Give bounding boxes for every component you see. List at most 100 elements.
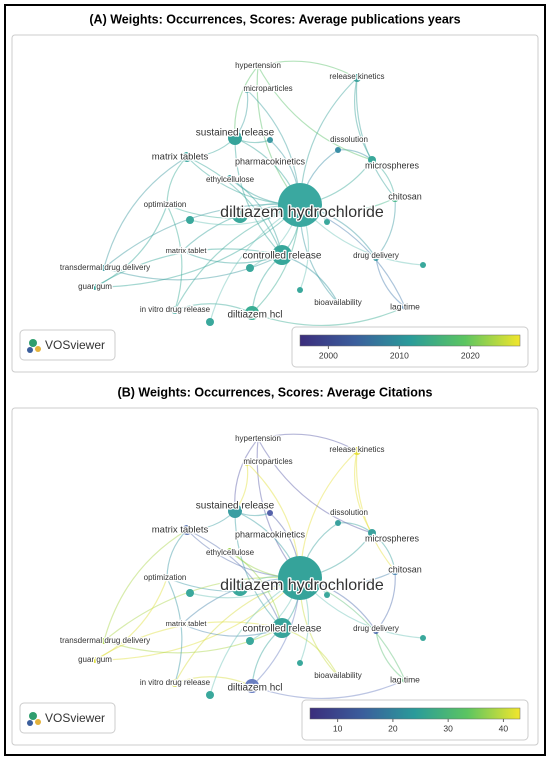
- node-label: in vitro drug release: [140, 305, 211, 314]
- colorbar-tick-label: 10: [333, 723, 343, 733]
- logo-text: VOSviewer: [45, 711, 105, 725]
- node: [420, 635, 426, 641]
- node: [182, 152, 192, 162]
- node: [206, 318, 214, 326]
- node: [244, 87, 250, 93]
- node-label: bioavailability: [314, 671, 362, 680]
- edge: [186, 156, 283, 256]
- node: [353, 74, 361, 82]
- edge: [355, 77, 396, 199]
- node-label: pharmacokinetics: [235, 156, 306, 166]
- node-label: drug delivery: [353, 251, 399, 260]
- node-label: drug delivery: [353, 624, 399, 633]
- node: [180, 622, 184, 626]
- node-label: bioavailability: [314, 298, 362, 307]
- edge: [166, 204, 183, 311]
- edge: [234, 65, 259, 139]
- edge: [94, 577, 168, 661]
- node: [373, 255, 379, 261]
- node-label: transdermal drug delivery: [60, 263, 150, 272]
- node-label: ethylcellulose: [206, 175, 255, 184]
- node: [101, 638, 107, 644]
- node: [227, 175, 233, 181]
- edge: [94, 204, 168, 288]
- edge: [375, 257, 406, 308]
- node: [335, 147, 341, 153]
- panel-title: (B) Weights: Occurrences, Scores: Averag…: [118, 385, 433, 399]
- node-label: matrix tablet: [166, 619, 208, 628]
- panel: (B) Weights: Occurrences, Scores: Averag…: [11, 385, 539, 746]
- edge: [251, 679, 406, 700]
- edge: [174, 303, 253, 314]
- node-label: diltiazem hcl: [227, 310, 282, 321]
- node: [335, 673, 341, 679]
- node: [368, 156, 376, 164]
- edge: [234, 510, 283, 629]
- node: [246, 637, 254, 645]
- node: [255, 63, 261, 69]
- edge: [257, 433, 358, 452]
- edge: [354, 77, 373, 161]
- node: [245, 306, 259, 320]
- edge: [103, 576, 301, 642]
- edge: [181, 250, 283, 264]
- node: [267, 137, 273, 143]
- edge: [103, 156, 188, 269]
- node: [272, 245, 292, 265]
- node: [335, 520, 341, 526]
- edge: [94, 248, 283, 288]
- edge: [94, 621, 283, 661]
- edge: [103, 203, 301, 269]
- logo-box: [19, 329, 116, 361]
- node: [368, 529, 376, 537]
- logo-icon: [27, 347, 33, 353]
- node: [92, 657, 98, 663]
- node: [171, 679, 179, 687]
- node: [272, 618, 292, 638]
- node: [232, 580, 248, 596]
- node-label: pharmacokinetics: [235, 529, 306, 539]
- edge: [181, 623, 283, 637]
- node: [353, 447, 361, 455]
- edge: [94, 204, 301, 288]
- node-label: controlled release: [243, 624, 322, 635]
- edge: [166, 577, 183, 684]
- node: [92, 284, 98, 290]
- colorbar-tick-label: 20: [388, 723, 398, 733]
- colorbar: [309, 707, 521, 720]
- logo-icon: [35, 346, 41, 352]
- colorbar-tick-label: 2000: [319, 350, 338, 360]
- node: [402, 304, 408, 310]
- panel-title: (A) Weights: Occurrences, Scores: Averag…: [89, 12, 460, 26]
- colorbar: [299, 334, 521, 347]
- node: [101, 265, 107, 271]
- colorbar-box: [291, 326, 529, 368]
- logo-icon: [27, 720, 33, 726]
- node: [182, 525, 192, 535]
- node-label: chitosan: [388, 564, 422, 574]
- node: [227, 548, 233, 554]
- node: [373, 628, 379, 634]
- logo-text: VOSviewer: [45, 338, 105, 352]
- edge: [103, 529, 188, 642]
- edge: [354, 450, 373, 534]
- node: [324, 219, 330, 225]
- node: [324, 592, 330, 598]
- node-label: sustained release: [196, 128, 275, 139]
- node: [164, 575, 170, 581]
- node: [391, 567, 399, 575]
- edge: [375, 570, 396, 632]
- edge: [234, 137, 283, 256]
- node-label: release kinetics: [329, 445, 384, 454]
- edge: [257, 60, 358, 79]
- node-label: in vitro drug release: [140, 678, 211, 687]
- node: [206, 691, 214, 699]
- edge: [186, 529, 283, 629]
- node-label: sustained release: [196, 501, 275, 512]
- node: [245, 679, 259, 693]
- colorbar-tick-label: 2020: [461, 350, 480, 360]
- edge: [257, 438, 373, 534]
- node-label: matrix tablets: [152, 152, 209, 163]
- node: [391, 194, 399, 202]
